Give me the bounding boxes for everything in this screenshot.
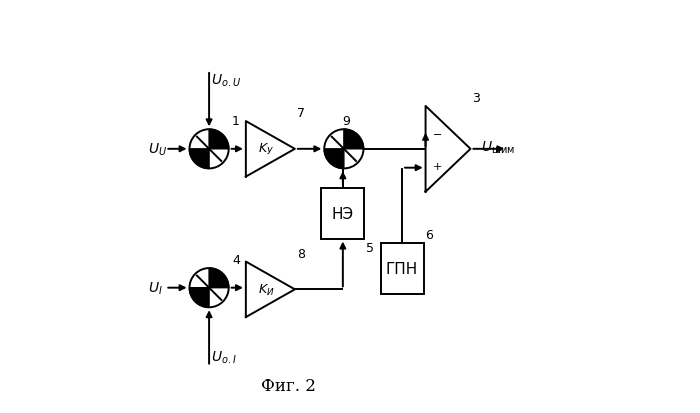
Text: 6: 6 xyxy=(426,228,433,241)
Polygon shape xyxy=(344,130,363,150)
Text: $U_{o.I}$: $U_{o.I}$ xyxy=(211,348,237,365)
Bar xyxy=(321,188,364,239)
Text: $U_{o.U}$: $U_{o.U}$ xyxy=(211,73,242,89)
Text: $+$: $+$ xyxy=(432,161,442,172)
Text: $U_I$: $U_I$ xyxy=(148,280,162,296)
Text: 1: 1 xyxy=(232,115,240,128)
Text: $U_{\text{шим}}$: $U_{\text{шим}}$ xyxy=(481,139,514,156)
Polygon shape xyxy=(190,288,209,308)
Text: 8: 8 xyxy=(297,247,305,260)
Text: 4: 4 xyxy=(232,254,240,266)
Polygon shape xyxy=(209,130,229,150)
Text: $K_У$: $K_У$ xyxy=(258,142,274,157)
Text: 5: 5 xyxy=(366,241,375,254)
Text: 3: 3 xyxy=(473,92,480,104)
Text: Фиг. 2: Фиг. 2 xyxy=(261,377,316,394)
Text: $K_И$: $K_И$ xyxy=(258,282,274,297)
Text: НЭ: НЭ xyxy=(332,206,354,221)
Text: 9: 9 xyxy=(342,115,350,128)
Polygon shape xyxy=(209,268,229,288)
Text: 7: 7 xyxy=(297,107,305,120)
Polygon shape xyxy=(324,150,344,169)
Text: ГПН: ГПН xyxy=(386,261,418,276)
Text: $-$: $-$ xyxy=(432,127,442,138)
Polygon shape xyxy=(190,150,209,169)
Bar xyxy=(381,243,424,294)
Text: $U_U$: $U_U$ xyxy=(148,141,167,158)
